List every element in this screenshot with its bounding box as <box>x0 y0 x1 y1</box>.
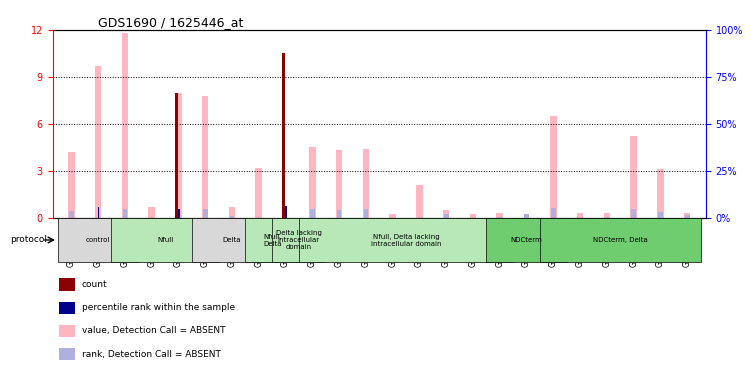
Bar <box>98 207 99 218</box>
Bar <box>175 93 182 218</box>
Bar <box>336 210 342 218</box>
FancyBboxPatch shape <box>111 218 219 262</box>
Bar <box>59 278 75 291</box>
Bar <box>149 207 155 218</box>
Text: Delta lacking
intracellular
domain: Delta lacking intracellular domain <box>276 230 322 250</box>
Bar <box>310 209 315 218</box>
Bar <box>389 214 396 217</box>
Bar <box>658 211 663 217</box>
FancyBboxPatch shape <box>58 218 138 262</box>
Bar <box>657 169 664 217</box>
FancyBboxPatch shape <box>192 218 272 262</box>
Bar <box>630 136 637 218</box>
Bar <box>68 152 74 217</box>
Text: Nfull: Nfull <box>157 237 173 243</box>
FancyBboxPatch shape <box>272 218 326 262</box>
Text: control: control <box>86 237 110 243</box>
Bar <box>229 207 235 218</box>
Bar <box>285 206 287 218</box>
Bar <box>202 96 209 218</box>
Bar <box>336 150 342 217</box>
Bar <box>95 66 101 218</box>
Bar <box>632 209 636 218</box>
Bar <box>178 209 179 218</box>
Text: GDS1690 / 1625446_at: GDS1690 / 1625446_at <box>98 16 243 29</box>
Bar <box>685 214 689 217</box>
Bar <box>59 348 75 360</box>
Bar <box>122 33 128 218</box>
Bar <box>230 216 234 217</box>
Bar <box>524 214 529 217</box>
Bar <box>604 213 610 217</box>
FancyBboxPatch shape <box>246 218 299 262</box>
Text: count: count <box>82 280 107 289</box>
Bar <box>282 54 285 217</box>
FancyBboxPatch shape <box>299 218 513 262</box>
Bar <box>122 209 127 218</box>
Text: Delta: Delta <box>223 237 241 243</box>
Bar <box>255 168 262 217</box>
Bar <box>469 214 476 217</box>
Bar <box>443 210 450 218</box>
Bar <box>496 213 503 217</box>
Bar <box>551 208 556 218</box>
Bar <box>416 185 423 218</box>
Bar <box>550 116 556 218</box>
Bar <box>69 211 74 217</box>
Bar <box>363 209 368 218</box>
Text: NDCterm, Delta: NDCterm, Delta <box>593 237 647 243</box>
Text: percentile rank within the sample: percentile rank within the sample <box>82 303 235 312</box>
Text: rank, Detection Call = ABSENT: rank, Detection Call = ABSENT <box>82 350 221 358</box>
Bar <box>444 214 448 217</box>
Text: NDCterm: NDCterm <box>511 237 542 243</box>
Bar <box>363 149 369 217</box>
Bar <box>175 93 178 218</box>
FancyBboxPatch shape <box>487 218 567 262</box>
Bar <box>59 325 75 337</box>
Text: protocol: protocol <box>11 236 47 244</box>
Bar <box>59 302 75 314</box>
Bar <box>684 213 690 217</box>
Bar <box>203 209 207 218</box>
FancyBboxPatch shape <box>540 218 701 262</box>
Text: value, Detection Call = ABSENT: value, Detection Call = ABSENT <box>82 326 225 335</box>
Text: Nfull, Delta lacking
intracellular domain: Nfull, Delta lacking intracellular domai… <box>371 234 442 246</box>
Bar <box>577 213 584 217</box>
Bar <box>309 147 315 218</box>
Text: Nfull,
Delta: Nfull, Delta <box>263 234 282 246</box>
